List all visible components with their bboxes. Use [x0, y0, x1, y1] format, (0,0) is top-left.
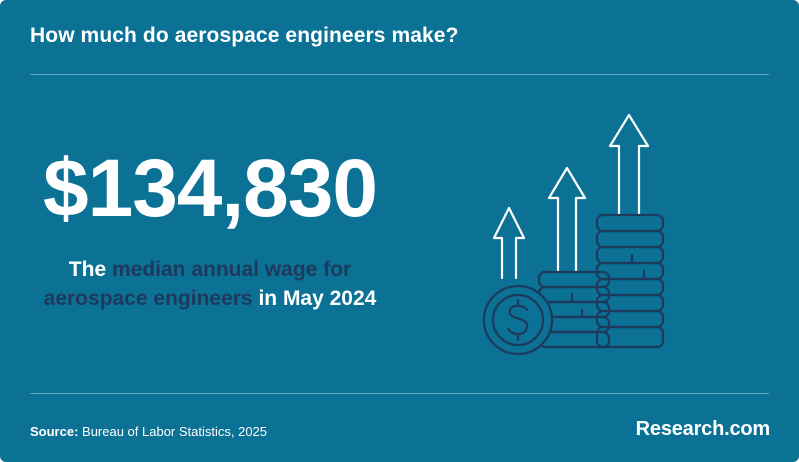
wage-value: $134,830: [42, 143, 378, 234]
wage-description: The median annual wage for aerospace eng…: [28, 255, 392, 313]
description-text-start: The: [68, 258, 112, 281]
brand-logo: Research.com: [635, 418, 771, 440]
money-growth-icon: [482, 113, 665, 356]
growth-arrows: [492, 113, 650, 280]
source-citation: Source: Bureau of Labor Statistics, 2025: [30, 424, 267, 439]
page-title: How much do aerospace engineers make?: [30, 24, 459, 47]
coin-stacks: [482, 213, 665, 356]
source-text: Bureau of Labor Statistics, 2025: [78, 424, 268, 439]
description-highlight: median annual wage for aerospace enginee…: [43, 258, 352, 310]
bottom-divider: [30, 393, 769, 394]
source-label: Source:: [30, 424, 79, 439]
top-divider: [30, 74, 769, 75]
description-text-end: in May 2024: [252, 287, 377, 310]
